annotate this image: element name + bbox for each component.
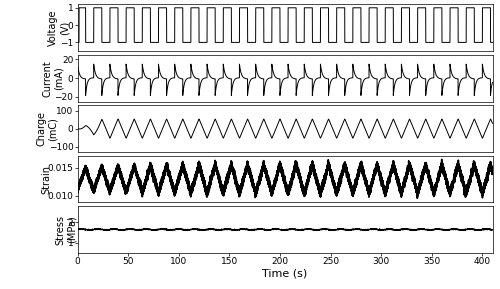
X-axis label: Time (s): Time (s) (262, 269, 308, 279)
Y-axis label: Voltage
(V): Voltage (V) (48, 10, 70, 46)
Y-axis label: Stress
(MPa): Stress (MPa) (56, 214, 77, 244)
Y-axis label: Strain: Strain (41, 164, 51, 194)
Y-axis label: Current
(mA): Current (mA) (42, 60, 64, 97)
Y-axis label: Charge
(mC): Charge (mC) (36, 111, 58, 146)
